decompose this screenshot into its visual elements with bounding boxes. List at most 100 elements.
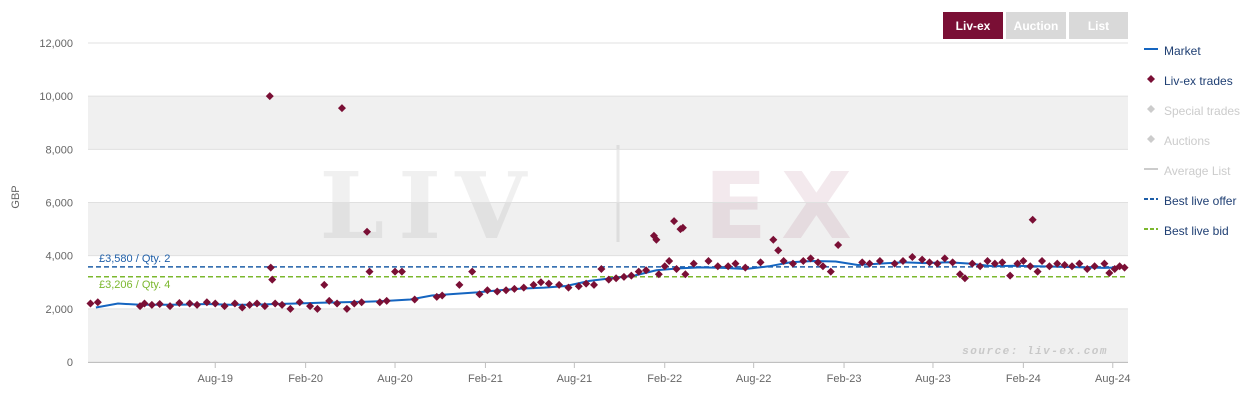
trade-point[interactable] xyxy=(357,298,366,307)
trade-point[interactable] xyxy=(555,280,564,289)
trade-point[interactable] xyxy=(155,300,164,309)
trade-point[interactable] xyxy=(799,256,808,265)
trade-point[interactable] xyxy=(998,258,1007,267)
trade-point[interactable] xyxy=(245,300,254,309)
trade-point[interactable] xyxy=(604,275,613,284)
trade-point[interactable] xyxy=(432,292,441,301)
trade-point[interactable] xyxy=(365,267,374,276)
trade-point[interactable] xyxy=(268,275,277,284)
trade-point[interactable] xyxy=(1075,259,1084,268)
trade-point[interactable] xyxy=(1120,263,1129,272)
trade-point[interactable] xyxy=(1006,271,1015,280)
trade-point[interactable] xyxy=(642,266,651,275)
trade-point[interactable] xyxy=(529,280,538,289)
trade-point[interactable] xyxy=(1033,267,1042,276)
trade-point[interactable] xyxy=(266,263,275,272)
trade-point[interactable] xyxy=(788,259,797,268)
trade-point[interactable] xyxy=(455,280,464,289)
trade-point[interactable] xyxy=(493,287,502,296)
trade-point[interactable] xyxy=(918,255,927,264)
trade-point[interactable] xyxy=(865,259,874,268)
trade-point[interactable] xyxy=(1090,262,1099,271)
tab-list[interactable]: List xyxy=(1069,12,1128,39)
trade-point[interactable] xyxy=(564,283,573,292)
trade-point[interactable] xyxy=(320,280,329,289)
trade-point[interactable] xyxy=(325,296,334,305)
legend-item[interactable]: Average List xyxy=(1142,158,1252,188)
trade-point[interactable] xyxy=(627,271,636,280)
trade-point[interactable] xyxy=(147,300,156,309)
trade-point[interactable] xyxy=(670,217,679,226)
trade-point[interactable] xyxy=(193,300,202,309)
trade-point[interactable] xyxy=(955,270,964,279)
trade-point[interactable] xyxy=(665,256,674,265)
trade-point[interactable] xyxy=(597,264,606,273)
trade-point[interactable] xyxy=(1067,262,1076,271)
trade-point[interactable] xyxy=(410,295,419,304)
trade-point[interactable] xyxy=(990,259,999,268)
trade-point[interactable] xyxy=(1083,264,1092,273)
trade-point[interactable] xyxy=(519,283,528,292)
trade-point[interactable] xyxy=(960,274,969,283)
trade-point[interactable] xyxy=(260,302,269,311)
trade-point[interactable] xyxy=(1038,256,1047,265)
trade-point[interactable] xyxy=(375,298,384,307)
trade-point[interactable] xyxy=(652,235,661,244)
trade-point[interactable] xyxy=(1053,259,1062,268)
trade-point[interactable] xyxy=(933,259,942,268)
trade-point[interactable] xyxy=(93,298,102,307)
trade-point[interactable] xyxy=(672,264,681,273)
trade-point[interactable] xyxy=(756,258,765,267)
trade-point[interactable] xyxy=(574,282,583,291)
legend-item[interactable]: Special trades xyxy=(1142,98,1252,128)
trade-point[interactable] xyxy=(1019,256,1028,265)
trade-point[interactable] xyxy=(140,299,149,308)
trade-point[interactable] xyxy=(468,267,477,276)
trade-point[interactable] xyxy=(278,300,287,309)
trade-point[interactable] xyxy=(660,262,669,271)
legend-item[interactable]: Market xyxy=(1142,38,1252,68)
trade-point[interactable] xyxy=(313,304,322,313)
trade-point[interactable] xyxy=(1100,259,1109,268)
trade-point[interactable] xyxy=(238,303,247,312)
trade-point[interactable] xyxy=(333,299,342,308)
trade-point[interactable] xyxy=(818,262,827,271)
trade-point[interactable] xyxy=(475,290,484,299)
trade-point[interactable] xyxy=(397,267,406,276)
trade-point[interactable] xyxy=(295,298,304,307)
trade-point[interactable] xyxy=(175,298,184,307)
trade-point[interactable] xyxy=(925,258,934,267)
trade-point[interactable] xyxy=(704,256,713,265)
trade-point[interactable] xyxy=(731,259,740,268)
trade-point[interactable] xyxy=(890,259,899,268)
trade-point[interactable] xyxy=(220,302,229,311)
trade-point[interactable] xyxy=(202,298,211,307)
trade-point[interactable] xyxy=(774,246,783,255)
trade-point[interactable] xyxy=(769,235,778,244)
trade-point[interactable] xyxy=(438,291,447,300)
trade-point[interactable] xyxy=(940,254,949,263)
trade-point[interactable] xyxy=(858,258,867,267)
trade-point[interactable] xyxy=(634,267,643,276)
trade-point[interactable] xyxy=(230,299,239,308)
trade-point[interactable] xyxy=(612,274,621,283)
trade-point[interactable] xyxy=(806,254,815,263)
trade-point[interactable] xyxy=(391,267,400,276)
trade-point[interactable] xyxy=(875,256,884,265)
trade-point[interactable] xyxy=(286,304,295,313)
trade-point[interactable] xyxy=(948,258,957,267)
trade-point[interactable] xyxy=(983,256,992,265)
trade-point[interactable] xyxy=(724,262,733,271)
trade-point[interactable] xyxy=(1045,262,1054,271)
trade-point[interactable] xyxy=(350,299,359,308)
trade-point[interactable] xyxy=(678,223,687,232)
trade-point[interactable] xyxy=(654,270,663,279)
trade-point[interactable] xyxy=(976,262,985,271)
trade-point[interactable] xyxy=(899,256,908,265)
trade-point[interactable] xyxy=(382,296,391,305)
trade-point[interactable] xyxy=(1013,259,1022,268)
trade-point[interactable] xyxy=(86,299,95,308)
trade-point[interactable] xyxy=(166,302,175,311)
trade-point[interactable] xyxy=(814,258,823,267)
trade-point[interactable] xyxy=(589,280,598,289)
